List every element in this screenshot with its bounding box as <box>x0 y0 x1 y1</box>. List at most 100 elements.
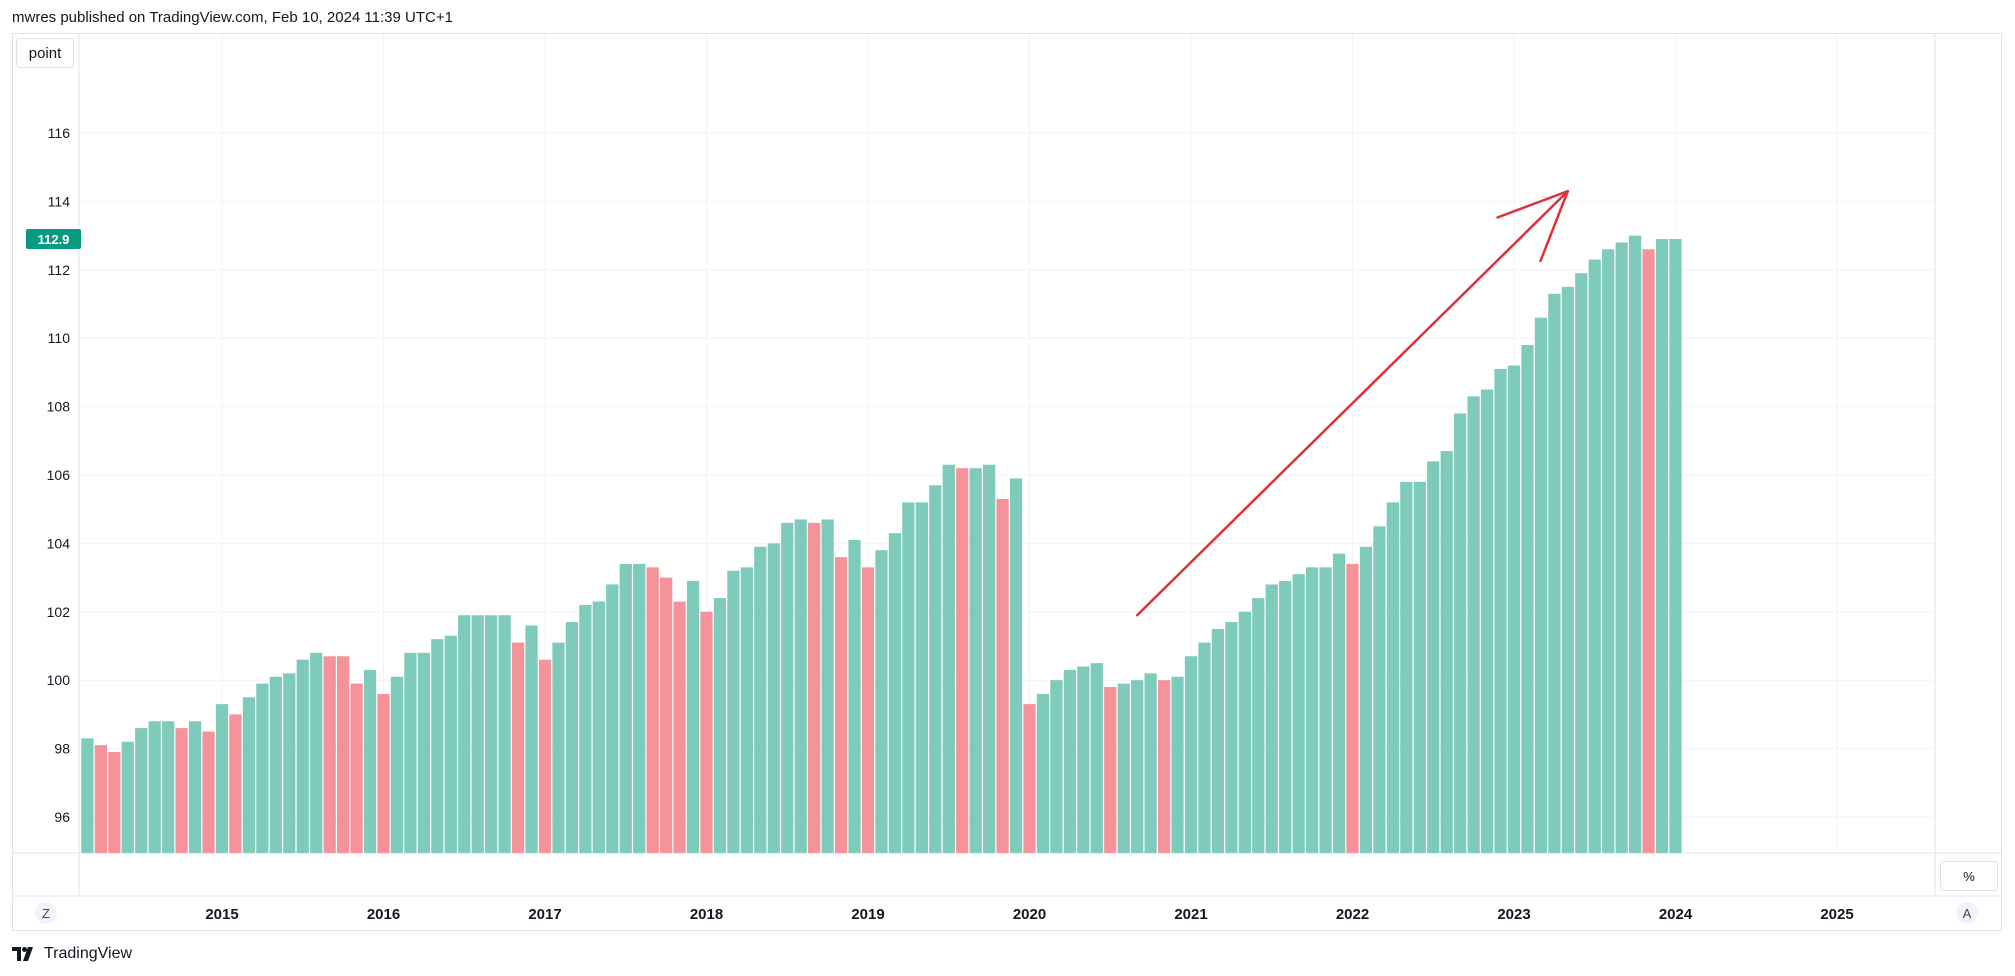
bar[interactable] <box>592 601 605 853</box>
bar[interactable] <box>1332 553 1346 853</box>
bar[interactable] <box>1655 239 1669 853</box>
bar[interactable] <box>417 652 431 853</box>
bar[interactable] <box>269 676 282 853</box>
bar[interactable] <box>135 728 148 853</box>
bar[interactable] <box>942 464 955 853</box>
bar[interactable] <box>1319 567 1332 853</box>
bar[interactable] <box>175 728 188 853</box>
bar[interactable] <box>861 567 875 853</box>
bar[interactable] <box>458 615 471 853</box>
bar[interactable] <box>1306 567 1319 853</box>
bar[interactable] <box>552 642 565 853</box>
bar[interactable] <box>1440 451 1453 853</box>
bar[interactable] <box>888 533 902 853</box>
bar[interactable] <box>1279 581 1292 853</box>
arrow-head[interactable] <box>1496 189 1570 219</box>
bar[interactable] <box>1359 546 1373 853</box>
bar[interactable] <box>1615 242 1628 853</box>
bar[interactable] <box>606 584 619 853</box>
bar[interactable] <box>1413 481 1426 853</box>
bar[interactable] <box>471 615 484 853</box>
bar[interactable] <box>188 721 202 853</box>
bar[interactable] <box>1077 666 1090 853</box>
bar[interactable] <box>848 539 861 853</box>
bar[interactable] <box>202 731 215 854</box>
bar[interactable] <box>1198 642 1211 853</box>
bar[interactable] <box>767 543 780 853</box>
auto-scale-button[interactable]: A <box>1956 902 1978 924</box>
bar[interactable] <box>713 598 727 853</box>
bar[interactable] <box>148 721 161 853</box>
bar[interactable] <box>1117 683 1130 853</box>
bar[interactable] <box>956 468 969 853</box>
bar[interactable] <box>1642 249 1655 853</box>
bar[interactable] <box>1548 293 1561 853</box>
bar[interactable] <box>1225 622 1238 853</box>
bar[interactable] <box>498 615 511 853</box>
bar[interactable] <box>673 601 686 853</box>
bar[interactable] <box>1561 286 1574 853</box>
bar[interactable] <box>162 721 175 853</box>
bar[interactable] <box>296 659 309 853</box>
zoom-reset-button[interactable]: Z <box>35 902 57 924</box>
bar[interactable] <box>565 622 579 853</box>
bar[interactable] <box>108 752 121 853</box>
bar[interactable] <box>1050 680 1063 853</box>
bar[interactable] <box>1629 235 1642 854</box>
bar[interactable] <box>1131 680 1144 853</box>
bar[interactable] <box>700 611 713 853</box>
bar[interactable] <box>1575 273 1588 854</box>
bar[interactable] <box>646 567 659 853</box>
bar[interactable] <box>1157 680 1171 853</box>
bar[interactable] <box>390 676 404 853</box>
bar[interactable] <box>511 642 525 853</box>
bar[interactable] <box>1400 481 1413 853</box>
bar[interactable] <box>821 519 834 853</box>
bar[interactable] <box>1480 389 1494 854</box>
bar[interactable] <box>525 625 538 853</box>
bar[interactable] <box>1507 365 1521 853</box>
bar[interactable] <box>1023 704 1036 853</box>
bar[interactable] <box>983 464 996 853</box>
bar[interactable] <box>431 639 444 853</box>
bar[interactable] <box>619 563 632 853</box>
bar[interactable] <box>1427 461 1440 853</box>
bar[interactable] <box>1009 478 1023 853</box>
bar[interactable] <box>686 581 700 853</box>
bar[interactable] <box>256 683 269 853</box>
bar[interactable] <box>1521 345 1534 853</box>
bar[interactable] <box>633 563 646 853</box>
bar[interactable] <box>579 604 592 853</box>
bar[interactable] <box>229 714 242 853</box>
point-unit-button[interactable]: point <box>16 38 74 68</box>
bar[interactable] <box>1184 656 1198 853</box>
bar[interactable] <box>538 659 552 853</box>
bar[interactable] <box>215 704 229 853</box>
bar[interactable] <box>834 557 848 853</box>
bar[interactable] <box>121 741 134 853</box>
bar[interactable] <box>1144 673 1157 853</box>
bar[interactable] <box>1104 687 1117 853</box>
bar[interactable] <box>323 656 336 853</box>
bar[interactable] <box>1252 598 1265 853</box>
bar[interactable] <box>1346 563 1359 853</box>
bar[interactable] <box>996 498 1009 853</box>
arrow-head[interactable] <box>1539 189 1570 263</box>
bar[interactable] <box>1238 611 1251 853</box>
bar[interactable] <box>94 745 108 853</box>
bar[interactable] <box>1534 317 1548 853</box>
bar[interactable] <box>875 550 888 853</box>
bar[interactable] <box>1669 239 1682 853</box>
bar[interactable] <box>1454 413 1467 853</box>
bar[interactable] <box>242 697 256 853</box>
bar[interactable] <box>727 570 740 853</box>
bar[interactable] <box>1063 669 1077 853</box>
bar[interactable] <box>1602 249 1615 853</box>
bar[interactable] <box>350 683 363 853</box>
bar[interactable] <box>1588 259 1601 853</box>
bar[interactable] <box>81 738 94 853</box>
bar[interactable] <box>1494 368 1507 853</box>
bar[interactable] <box>1090 663 1103 853</box>
bar[interactable] <box>1292 574 1305 853</box>
